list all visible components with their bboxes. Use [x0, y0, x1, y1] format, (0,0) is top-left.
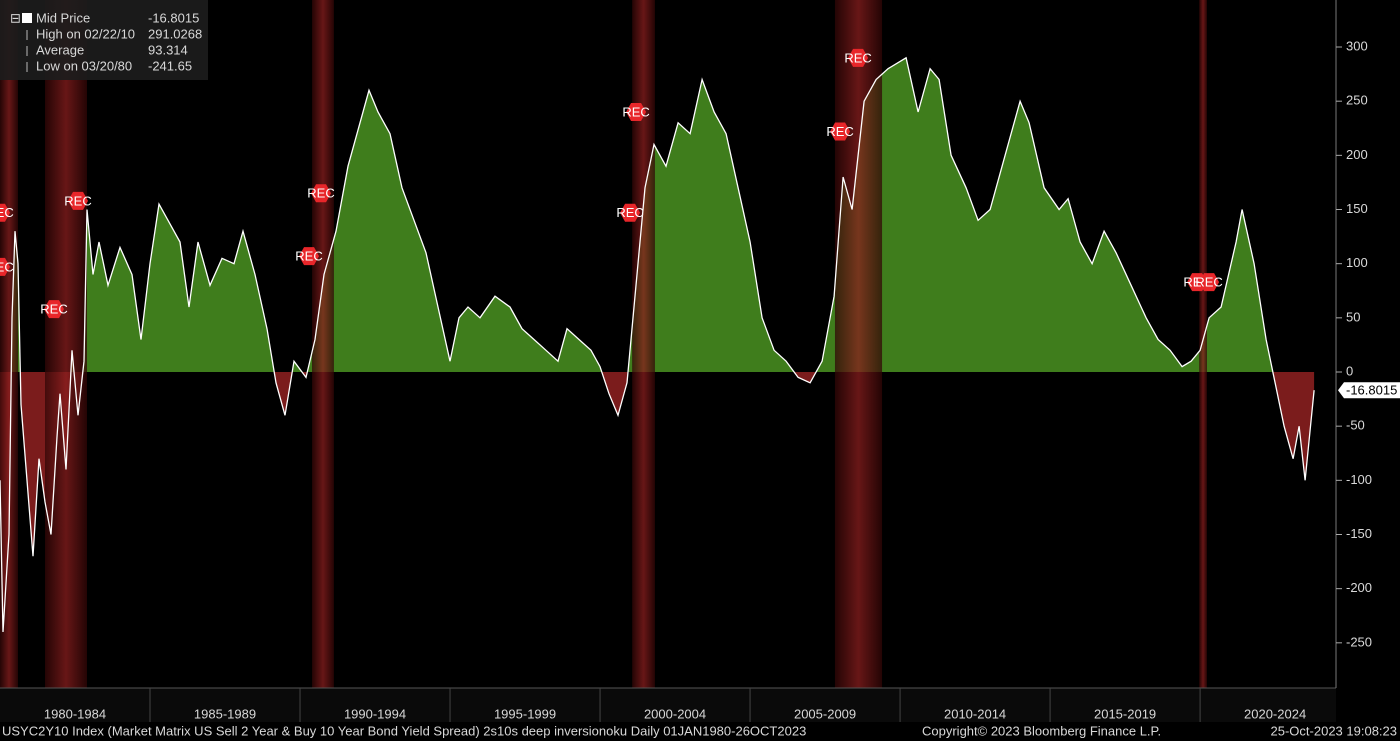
- rec-marker: [299, 247, 320, 266]
- y-tick-label: 250: [1346, 93, 1368, 108]
- y-tick-label: -50: [1346, 418, 1365, 433]
- last-value-tag: [1338, 382, 1400, 399]
- footer-timestamp: 25-Oct-2023 19:08:23: [1271, 723, 1397, 738]
- last-value-label: -16.8015: [1346, 383, 1397, 398]
- area: [0, 57, 1315, 633]
- recession-band: [1199, 0, 1207, 688]
- rec-label: REC: [844, 50, 871, 65]
- x-tick-label: 2005-2009: [794, 706, 856, 721]
- y-tick-label: -100: [1346, 472, 1372, 487]
- x-tick-label: 2010-2014: [944, 706, 1006, 721]
- legend-value: 93.314: [148, 42, 188, 57]
- y-tick-label: 300: [1346, 38, 1368, 53]
- rec-marker: [626, 103, 647, 122]
- recession-band: [632, 0, 655, 688]
- y-tick-label: 200: [1346, 147, 1368, 162]
- rec-label: REC: [622, 104, 649, 119]
- legend-label: High on 02/22/10: [36, 26, 135, 41]
- y-tick-label: -250: [1346, 634, 1372, 649]
- rec-marker: [44, 300, 65, 319]
- rec-marker: [1199, 273, 1220, 292]
- legend-label: Mid Price: [36, 10, 90, 25]
- y-tick-label: 0: [1346, 363, 1353, 378]
- x-tick-label: 2000-2004: [644, 706, 706, 721]
- x-tick-label: 1990-1994: [344, 706, 406, 721]
- rec-label: REC: [307, 186, 334, 201]
- line: [0, 56, 1315, 633]
- footer-description: USYC2Y10 Index (Market Matrix US Sell 2 …: [2, 723, 806, 738]
- x-tick-label: 1995-1999: [494, 706, 556, 721]
- footer-copyright: Copyright© 2023 Bloomberg Finance L.P.: [922, 723, 1161, 738]
- rec-label: REC: [826, 124, 853, 139]
- rec-label: REC: [1195, 275, 1222, 290]
- rec-marker: [0, 203, 10, 222]
- legend-value: -241.65: [148, 58, 192, 73]
- rec-marker: [848, 48, 869, 67]
- x-tick-label: 1985-1989: [194, 706, 256, 721]
- recession-band: [0, 0, 19, 688]
- rec-label: REC: [40, 302, 67, 317]
- recession-band: [45, 0, 88, 688]
- rec-label: REC: [0, 259, 14, 274]
- rec-marker: [830, 122, 851, 141]
- legend-toggle: ⊟: [10, 10, 21, 25]
- rec-marker: [68, 191, 89, 210]
- y-tick-label: 50: [1346, 309, 1360, 324]
- y-tick-label: -200: [1346, 580, 1372, 595]
- rec-marker: [0, 257, 10, 276]
- x-tick-label: 2015-2019: [1094, 706, 1156, 721]
- legend-value: -16.8015: [148, 10, 199, 25]
- rec-marker: [311, 184, 332, 203]
- rec-label: REC: [0, 205, 14, 220]
- rec-label: REC: [64, 193, 91, 208]
- x-axis-band: [0, 688, 1336, 722]
- y-tick-label: 100: [1346, 255, 1368, 270]
- legend-label: Low on 03/20/80: [36, 58, 132, 73]
- legend-value: 291.0268: [148, 26, 202, 41]
- legend-icon: [22, 13, 32, 23]
- y-tick-label: -150: [1346, 526, 1372, 541]
- x-tick-label: 2020-2024: [1244, 706, 1306, 721]
- rec-marker: [620, 203, 641, 222]
- rec-label: REC: [295, 249, 322, 264]
- legend-label: Average: [36, 42, 84, 57]
- y-tick-label: 150: [1346, 201, 1368, 216]
- x-tick-label: 1980-1984: [44, 706, 106, 721]
- recession-band: [312, 0, 334, 688]
- rec-label: REC: [616, 205, 643, 220]
- recession-band: [834, 0, 883, 688]
- legend-box: [0, 0, 208, 80]
